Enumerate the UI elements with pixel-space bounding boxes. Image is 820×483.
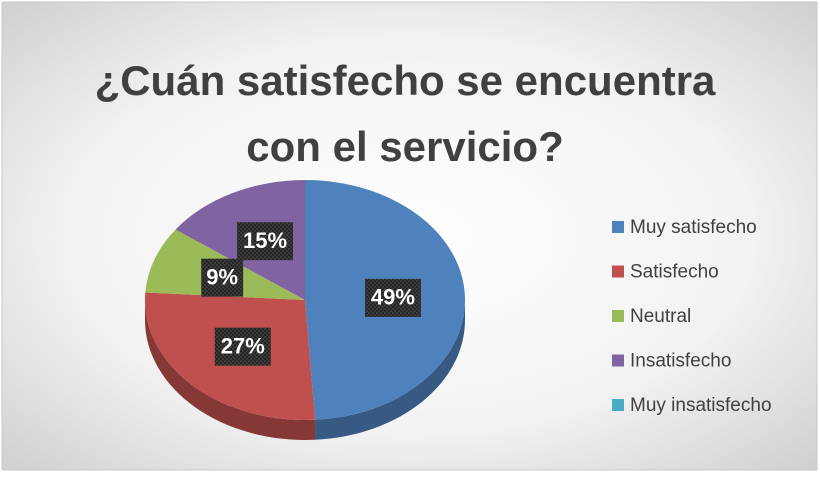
legend-swatch: [612, 265, 624, 278]
chart-title: ¿Cuán satisfecho se encuentra con el ser…: [94, 57, 716, 170]
legend-label: Neutral: [630, 306, 691, 327]
legend-swatch: [612, 399, 624, 411]
data-label: 27%: [221, 333, 265, 358]
data-label-box: [364, 278, 421, 317]
legend-label: Muy satisfecho: [630, 217, 757, 238]
slice-side: [315, 300, 465, 440]
legend-label: Insatisfecho: [630, 351, 731, 372]
data-label: 9%: [206, 264, 238, 289]
legend-label: Muy insatisfecho: [630, 395, 772, 416]
legend-swatch: [612, 221, 624, 233]
data-label-box: [237, 222, 294, 261]
data-label: 15%: [243, 228, 287, 253]
data-label-box: [214, 327, 271, 366]
data-label: 49%: [371, 285, 415, 310]
slice-side: [145, 300, 316, 440]
legend-swatch: [612, 354, 624, 367]
legend-swatch: [612, 310, 624, 322]
legend-label: Satisfecho: [630, 262, 719, 283]
data-label-box: [201, 258, 244, 297]
